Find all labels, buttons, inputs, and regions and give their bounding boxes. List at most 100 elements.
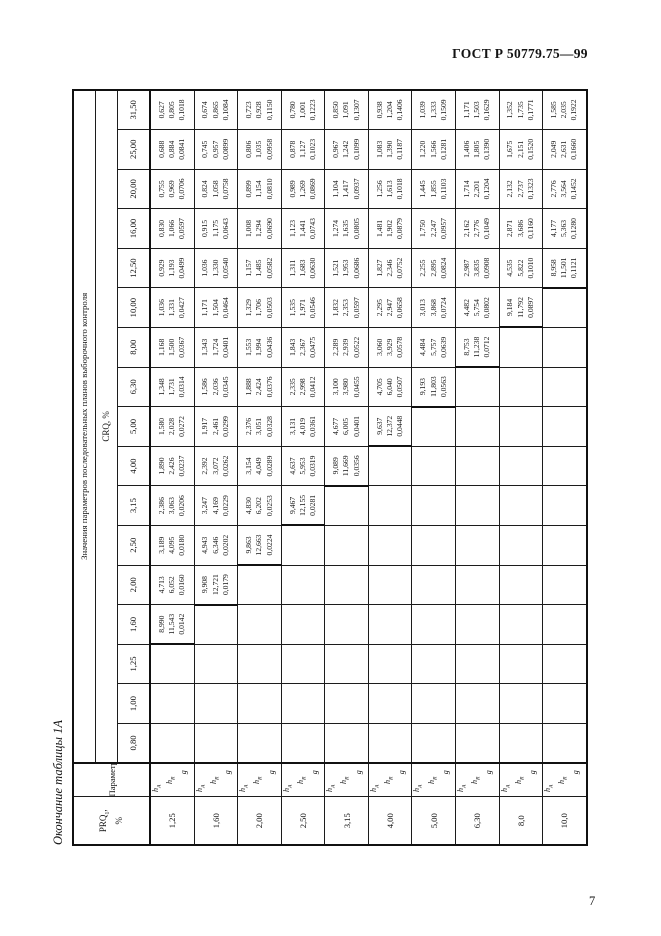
cell-value: 0,0319 (308, 455, 318, 477)
document-header: ГОСТ Р 50779.75—99 (452, 46, 588, 61)
cell-value: 0,0142 (177, 613, 187, 635)
empty-cell (194, 723, 238, 763)
empty-cell (281, 604, 325, 645)
cell-value: 1,683 (297, 259, 307, 277)
parameter-subscript: R (170, 776, 177, 780)
prq-value-cell: 1,60 (194, 797, 238, 845)
empty-cell (411, 683, 456, 724)
data-cell: 1,586 2,036 0,0345 (194, 367, 238, 407)
cell-value: 1,168 (156, 338, 166, 356)
cell-value: 0,0810 (264, 178, 274, 200)
empty-cell (542, 565, 587, 605)
cell-value: 2,737 (515, 180, 525, 198)
cell-value: 1,127 (297, 140, 307, 158)
parameter-subscript: R (345, 776, 352, 780)
cell-value: 4,637 (287, 457, 297, 475)
cell-value: 11,543 (167, 613, 177, 635)
cell-value: 0,0578 (395, 336, 405, 358)
cell-value: 0,806 (243, 140, 253, 158)
cell-value: 0,0712 (482, 336, 492, 358)
cell-value: 1,675 (505, 140, 515, 158)
cell-value: 0,1660 (569, 138, 579, 160)
cell-value: 2,998 (297, 378, 307, 396)
data-cell: 1,039 1,333 0,1509 (411, 89, 456, 130)
data-cell: 1,832 2,353 0,0597 (324, 287, 369, 328)
cell-value: 12,721 (210, 574, 220, 596)
cell-value: 11,501 (559, 257, 569, 279)
data-cell: 0,929 1,193 0,0499 (150, 248, 195, 288)
data-cell: 0,824 1,058 0,0758 (194, 169, 238, 209)
empty-cell (368, 604, 412, 645)
cell-value: 0,1520 (525, 138, 535, 160)
empty-cell (542, 604, 587, 645)
crq-value-cell: 2,00 (117, 565, 150, 605)
cell-value: 0,0464 (220, 297, 230, 319)
data-cell: 2,295 2,947 0,0658 (368, 287, 412, 328)
cell-value: 0,850 (331, 101, 341, 119)
parameter-symbol: g (353, 770, 363, 775)
empty-cell (542, 485, 587, 526)
cell-value: 0,915 (200, 219, 210, 238)
cell-value: 1,503 (472, 101, 482, 119)
cell-value: 0,0314 (177, 376, 187, 398)
cell-value: 1,827 (374, 259, 384, 277)
cell-value: 1,123 (287, 219, 297, 238)
cell-value: 6,346 (210, 536, 220, 554)
cell-value: 1,157 (243, 259, 253, 277)
prq-value-cell: 1,25 (150, 797, 195, 845)
cell-value: 1,104 (331, 180, 341, 198)
cell-value: 12,372 (384, 415, 394, 437)
cell-value: 0,0401 (351, 416, 361, 437)
cell-value: 3,072 (210, 457, 220, 475)
table-row: 4,00 hA hR g 9,637 12,372 0,0448 4,705 6,040 0,05… (368, 89, 412, 845)
crq-value-cell: 25,00 (117, 129, 150, 170)
prq-value-cell: 6,30 (455, 797, 499, 845)
parameter-symbol: h (325, 787, 335, 792)
cell-value: 1,204 (384, 101, 394, 119)
cell-value: 0,0356 (351, 455, 361, 477)
cell-value: 0,0630 (308, 257, 318, 279)
data-cell: 0,967 1,242 0,1099 (324, 129, 369, 170)
data-cell: 8,958 11,501 0,1121 (542, 248, 587, 288)
data-cell: 4,535 5,822 0,1010 (499, 248, 543, 288)
empty-cell (237, 644, 282, 684)
cell-value: 0,1018 (177, 99, 187, 121)
parameter-symbol: h (194, 787, 204, 792)
cell-value: 0,0299 (220, 416, 230, 437)
cell-value: 4,713 (156, 576, 166, 594)
cell-value: 0,723 (243, 101, 253, 119)
parameter-subscript: A (461, 784, 468, 788)
data-cell: 0,688 0,884 0,0841 (150, 129, 195, 170)
cell-value: 0,0690 (264, 218, 274, 239)
data-cell: 1,675 2,151 0,1520 (499, 129, 543, 170)
cell-value: 1,706 (254, 299, 264, 317)
parameter-symbol: h (557, 779, 567, 784)
data-cell: 4,713 6,052 0,0160 (150, 565, 195, 605)
parameter-symbol: h (455, 787, 465, 792)
table-row: 5,00 hA hR g 9,193 11,803 0,0563 4,484 5,757 0,06… (411, 89, 456, 845)
cell-value: 1,888 (243, 378, 253, 396)
empty-cell (455, 367, 499, 407)
cell-value: 0,938 (374, 101, 384, 119)
parameter-subscript: R (475, 776, 482, 780)
cell-value: 3,564 (559, 180, 569, 198)
cell-value: 1,036 (200, 259, 210, 277)
cell-value: 6,202 (254, 497, 264, 515)
prq-column-header: PRQ1, % (73, 797, 150, 845)
crq-values-row: 0,80 1,00 1,25 1,60 2,00 2,50 3,15 4,00 5,00 6,30… (117, 89, 150, 845)
cell-value: 1,724 (210, 338, 220, 356)
cell-value: 0,1922 (569, 99, 579, 121)
cell-value: 1,832 (331, 299, 341, 317)
data-cell: 4,943 6,346 0,0202 (194, 525, 238, 566)
empty-cell (368, 683, 412, 724)
empty-cell (499, 406, 543, 447)
data-cell: 4,482 5,754 0,0802 (455, 287, 499, 328)
cell-value: 0,1049 (482, 218, 492, 239)
cell-value: 0,1280 (569, 218, 579, 239)
data-cell: 4,177 5,363 0,1280 (542, 208, 587, 249)
data-cell: 2,049 2,631 0,1660 (542, 129, 587, 170)
cell-value: 8,753 (461, 338, 471, 356)
data-cell: 1,157 1,485 0,0582 (237, 248, 282, 288)
data-cell: 2,871 3,686 0,1160 (499, 208, 543, 249)
cell-value: 0,0824 (438, 257, 448, 279)
